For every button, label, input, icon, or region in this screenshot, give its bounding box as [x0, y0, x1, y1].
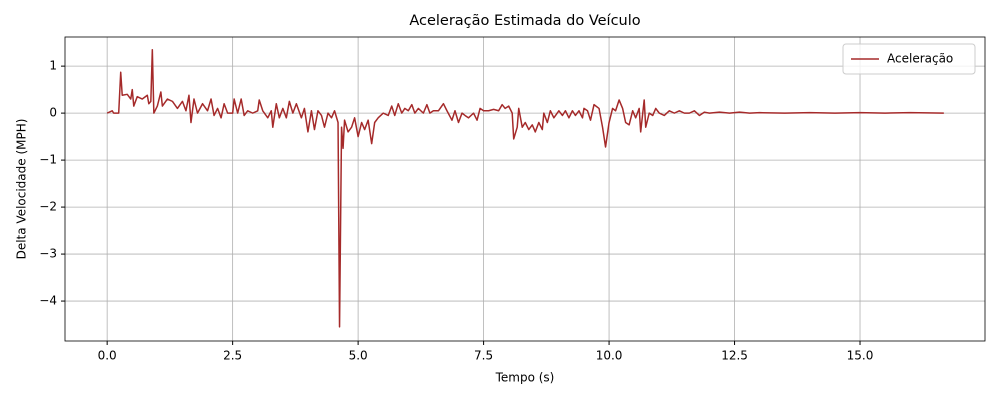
y-tick-label: −1 [39, 153, 57, 167]
y-tick-label: 0 [49, 106, 57, 120]
x-tick-label: 5.0 [349, 349, 368, 363]
x-tick-label: 15.0 [847, 349, 874, 363]
data-line [106, 48, 944, 328]
chart-title: Aceleração Estimada do Veículo [409, 13, 640, 29]
x-axis-label: Tempo (s) [495, 371, 555, 385]
y-tick-label: −3 [39, 247, 57, 261]
y-tick-label: −2 [39, 200, 57, 214]
x-tick-label: 10.0 [596, 349, 623, 363]
x-tick-label: 7.5 [474, 349, 493, 363]
x-tick-label: 12.5 [721, 349, 748, 363]
legend-label: Aceleração [887, 52, 953, 66]
axes-frame [64, 36, 986, 342]
y-axis-label: Delta Velocidade (MPH) [15, 119, 29, 260]
legend-box [842, 43, 976, 75]
y-tick-label: 1 [49, 59, 57, 73]
y-tick-label: −4 [39, 294, 57, 308]
x-tick-label: 2.5 [223, 349, 242, 363]
x-tick-label: 0.0 [98, 349, 117, 363]
